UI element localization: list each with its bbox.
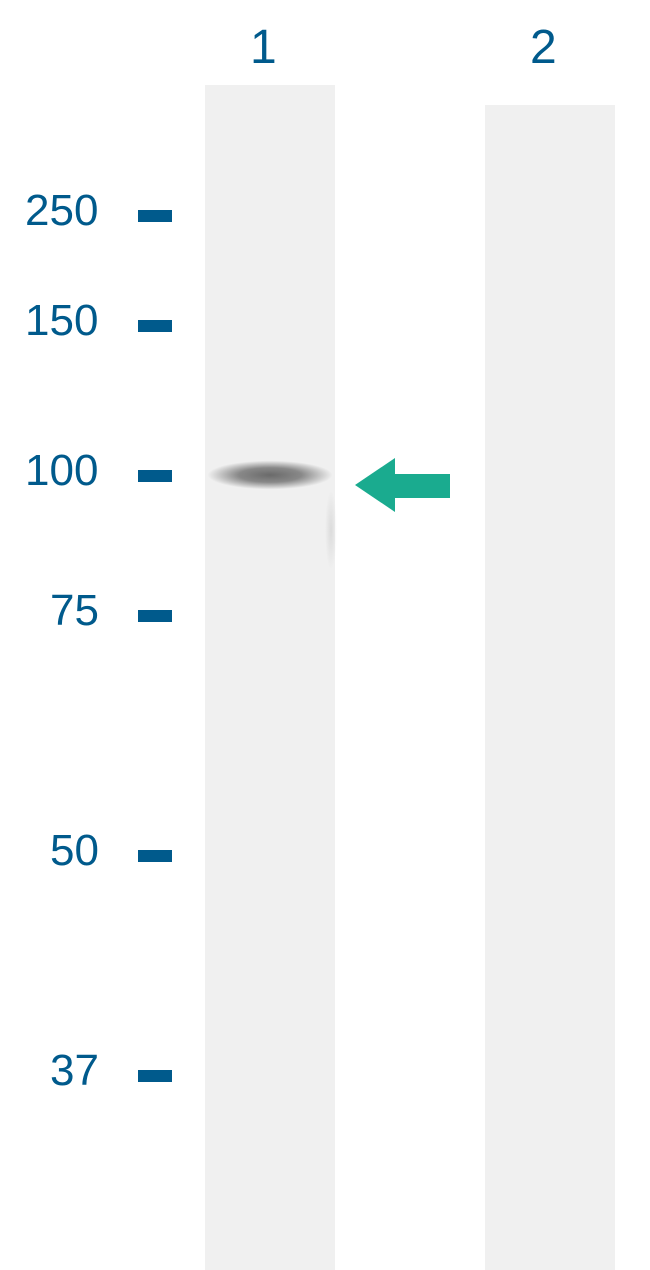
protein-band	[205, 455, 335, 495]
lane-1	[205, 85, 335, 1270]
marker-50-tick	[138, 850, 172, 862]
marker-75-tick	[138, 610, 172, 622]
marker-150-tick	[138, 320, 172, 332]
arrow-head-icon	[355, 458, 395, 512]
marker-37-label: 37	[50, 1046, 99, 1096]
lane-1-label: 1	[250, 20, 277, 75]
lane-2-label: 2	[530, 20, 557, 75]
marker-250-tick	[138, 210, 172, 222]
marker-250-label: 250	[25, 186, 98, 236]
marker-37-tick	[138, 1070, 172, 1082]
western-blot-container: 1 2 250 150 100 75 50 37	[0, 0, 650, 1270]
smudge-1	[325, 490, 337, 570]
marker-50-label: 50	[50, 826, 99, 876]
marker-75-label: 75	[50, 586, 99, 636]
marker-100-tick	[138, 470, 172, 482]
marker-100-label: 100	[25, 446, 98, 496]
arrow-body	[395, 474, 450, 498]
lane-2	[485, 105, 615, 1270]
marker-150-label: 150	[25, 296, 98, 346]
